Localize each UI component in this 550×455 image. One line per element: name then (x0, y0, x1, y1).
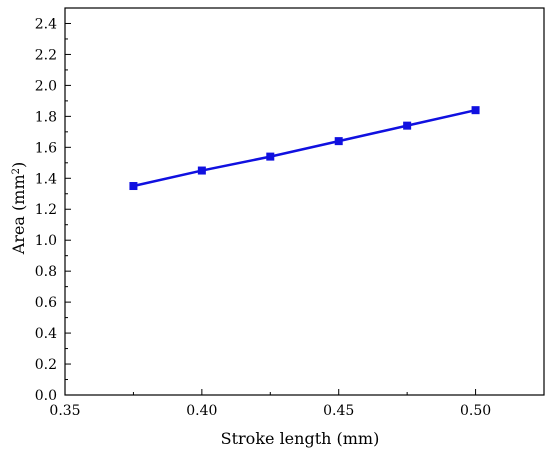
y-tick-label: 0.0 (35, 388, 57, 404)
y-tick-label: 0.4 (35, 326, 57, 342)
x-axis-title: Stroke length (mm) (221, 429, 380, 448)
y-tick-label: 0.8 (35, 264, 57, 280)
series-line (133, 108, 476, 188)
y-tick-label: 1.6 (35, 140, 57, 156)
axes: 0.0 0.2 0.4 0.6 0.8 1.0 1.2 1.4 1.6 1.8 2.0 2.2 2.4 0… (35, 7, 545, 419)
data-point (197, 166, 206, 175)
y-axis-title-sup: 2 (11, 168, 22, 174)
y-axis-title-prefix: Area (mm (9, 174, 28, 255)
y-axis-title: Area (mm2) (9, 162, 28, 256)
data-point (334, 137, 343, 146)
x-tick-label: 0.35 (49, 403, 80, 419)
y-tick-label: 0.6 (35, 295, 57, 311)
y-tick-label: 2.4 (35, 16, 57, 32)
y-axis-title-suffix: ) (9, 162, 28, 168)
data-point (129, 182, 138, 191)
y-tick-label: 1.0 (35, 233, 57, 249)
data-point (266, 152, 275, 161)
x-tick-label: 0.45 (323, 403, 354, 419)
x-tick-label: 0.50 (460, 403, 491, 419)
x-tick-label: 0.40 (186, 403, 217, 419)
plot-frame (64, 7, 545, 396)
y-tick-label: 0.2 (35, 357, 57, 373)
y-tick-label: 1.2 (35, 202, 57, 218)
y-tick-label: 1.4 (35, 171, 57, 187)
data-point (403, 121, 412, 130)
series-layer (129, 106, 480, 191)
data-point (471, 106, 480, 115)
y-tick-label: 2.0 (35, 78, 57, 94)
y-tick-label: 2.2 (35, 47, 57, 63)
y-tick-label: 1.8 (35, 109, 57, 125)
